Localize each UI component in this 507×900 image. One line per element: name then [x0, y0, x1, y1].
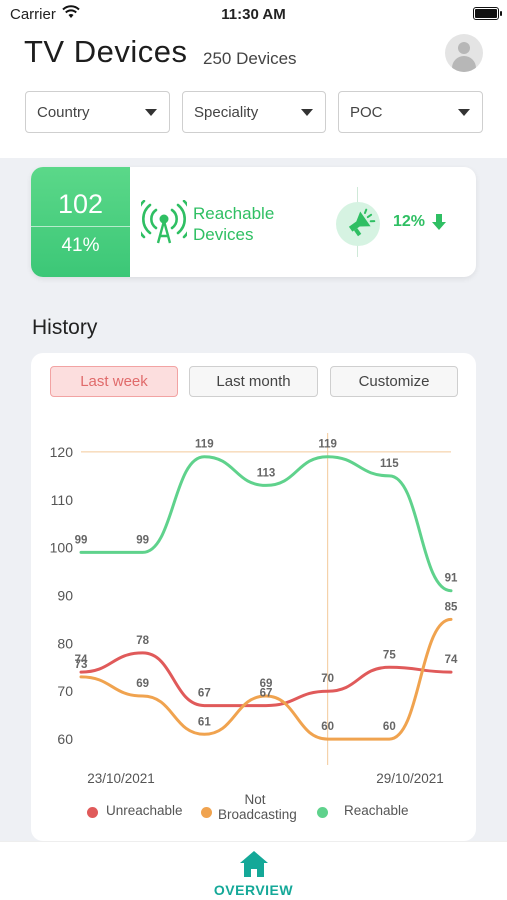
history-title: History [32, 316, 98, 339]
poc-dropdown[interactable]: POC [338, 91, 483, 133]
last-week-button[interactable]: Last week [50, 366, 178, 397]
avatar[interactable] [445, 34, 483, 72]
last-month-button[interactable]: Last month [189, 366, 318, 397]
header-area: Carrier 11:30 AM TV Devices 250 Devices … [0, 0, 507, 158]
data-label: 99 [75, 534, 88, 546]
home-icon[interactable] [239, 850, 269, 878]
data-label: 85 [445, 601, 458, 613]
clock: 11:30 AM [221, 6, 286, 23]
data-label: 91 [445, 573, 458, 585]
data-label: 75 [383, 649, 396, 661]
reachable-label-line1: Reachable [193, 204, 275, 223]
x-start-label: 23/10/2021 [87, 771, 155, 786]
y-tick-label: 100 [50, 540, 74, 556]
carrier-label: Carrier [10, 6, 56, 23]
reachable-label-line2: Devices [193, 225, 254, 244]
data-label: 61 [198, 716, 211, 728]
battery-icon [473, 7, 502, 20]
poc-dropdown-label: POC [350, 104, 383, 121]
y-tick-label: 90 [57, 588, 73, 604]
reachable-label: Reachable Devices [193, 203, 303, 245]
data-label: 119 [318, 439, 337, 451]
summary-count-block: 102 41% [31, 167, 130, 277]
customize-button[interactable]: Customize [330, 366, 458, 397]
data-label: 60 [321, 721, 334, 733]
data-label: 113 [257, 467, 276, 479]
chevron-down-icon [145, 109, 157, 116]
data-label: 70 [321, 673, 334, 685]
trend-percent: 12% [393, 213, 426, 230]
speciality-dropdown[interactable]: Speciality [182, 91, 326, 133]
user-head-icon [458, 42, 470, 54]
y-tick-label: 110 [51, 492, 74, 508]
data-label: 74 [445, 654, 458, 666]
data-label: 115 [380, 458, 399, 470]
legend-swatch [201, 807, 212, 818]
data-label: 73 [75, 659, 88, 671]
bottom-navigation: OVERVIEW [0, 841, 507, 900]
y-tick-label: 120 [50, 444, 74, 460]
history-panel: Last week Last month Customize 60 70 80 90 1… [31, 353, 476, 841]
reachable-summary-card[interactable]: 102 41% Reachable Devices 12% [31, 167, 476, 277]
antenna-icon [141, 200, 187, 244]
chevron-down-icon [301, 109, 313, 116]
chevron-down-icon [458, 109, 470, 116]
page-title: TV Devices [24, 34, 188, 69]
country-dropdown[interactable]: Country [25, 91, 170, 133]
country-dropdown-label: Country [37, 104, 90, 121]
data-label: 99 [136, 534, 149, 546]
legend-swatch [87, 807, 98, 818]
user-body-icon [452, 56, 476, 72]
data-label: 67 [260, 688, 273, 700]
reachable-count: 102 [57, 189, 104, 219]
series-line-not-broadcasting [79, 617, 453, 741]
device-count: 250 Devices [203, 49, 297, 68]
x-end-label: 29/10/2021 [376, 771, 444, 786]
data-label: 69 [136, 678, 149, 690]
series-line-unreachable [79, 651, 453, 708]
divider [31, 226, 130, 227]
data-label: 74 [75, 654, 88, 666]
overview-tab[interactable]: OVERVIEW [213, 882, 294, 898]
y-tick-label: 60 [57, 731, 73, 747]
data-label: 69 [260, 678, 273, 690]
status-bar: Carrier 11:30 AM [0, 0, 507, 30]
series-line-reachable [79, 455, 453, 593]
reachable-percent: 41% [61, 235, 100, 256]
y-tick-label: 70 [57, 683, 73, 699]
speciality-dropdown-label: Speciality [194, 104, 259, 121]
wifi-icon [62, 5, 80, 18]
data-label: 119 [195, 439, 214, 451]
megaphone-badge [336, 202, 380, 246]
data-label: 67 [198, 688, 211, 700]
arrow-down-icon [432, 214, 446, 230]
megaphone-icon [348, 208, 376, 237]
legend-label: Not Broadcasting [218, 792, 297, 822]
y-tick-label: 80 [57, 635, 73, 651]
data-label: 78 [136, 635, 149, 647]
data-label: 60 [383, 721, 396, 733]
legend-label: Unreachable [106, 803, 183, 818]
legend-swatch [317, 807, 328, 818]
legend-label: Reachable [344, 803, 409, 818]
